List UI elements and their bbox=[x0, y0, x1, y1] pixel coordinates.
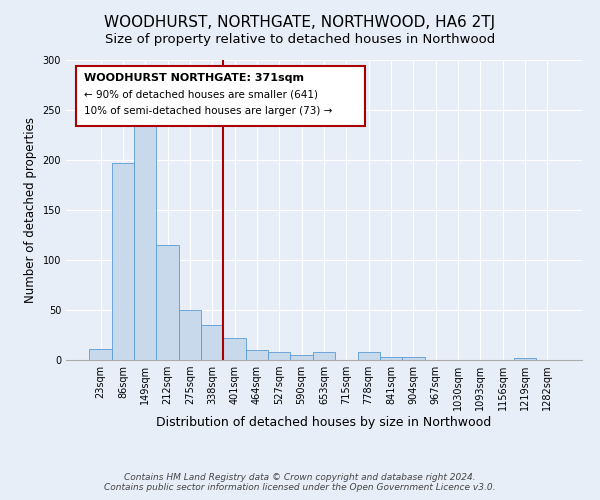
X-axis label: Distribution of detached houses by size in Northwood: Distribution of detached houses by size … bbox=[157, 416, 491, 429]
Bar bbox=[112, 163, 134, 360]
Text: WOODHURST, NORTHGATE, NORTHWOOD, HA6 2TJ: WOODHURST, NORTHGATE, NORTHWOOD, HA6 2TJ bbox=[104, 15, 496, 30]
Bar bbox=[402, 357, 425, 360]
Bar bbox=[89, 349, 112, 360]
Bar bbox=[514, 358, 536, 360]
Bar bbox=[223, 338, 246, 360]
Bar bbox=[268, 352, 290, 360]
Bar bbox=[179, 310, 201, 360]
Bar bbox=[157, 245, 179, 360]
Bar bbox=[201, 325, 223, 360]
Bar bbox=[246, 350, 268, 360]
FancyBboxPatch shape bbox=[76, 66, 365, 126]
Bar bbox=[313, 352, 335, 360]
Text: 10% of semi-detached houses are larger (73) →: 10% of semi-detached houses are larger (… bbox=[84, 106, 332, 116]
Y-axis label: Number of detached properties: Number of detached properties bbox=[24, 117, 37, 303]
Bar bbox=[134, 110, 157, 360]
Bar bbox=[290, 355, 313, 360]
Bar bbox=[380, 357, 402, 360]
Text: Contains HM Land Registry data © Crown copyright and database right 2024.
Contai: Contains HM Land Registry data © Crown c… bbox=[104, 473, 496, 492]
Text: Size of property relative to detached houses in Northwood: Size of property relative to detached ho… bbox=[105, 32, 495, 46]
Text: WOODHURST NORTHGATE: 371sqm: WOODHURST NORTHGATE: 371sqm bbox=[84, 72, 304, 83]
Text: ← 90% of detached houses are smaller (641): ← 90% of detached houses are smaller (64… bbox=[84, 89, 318, 99]
Bar bbox=[358, 352, 380, 360]
